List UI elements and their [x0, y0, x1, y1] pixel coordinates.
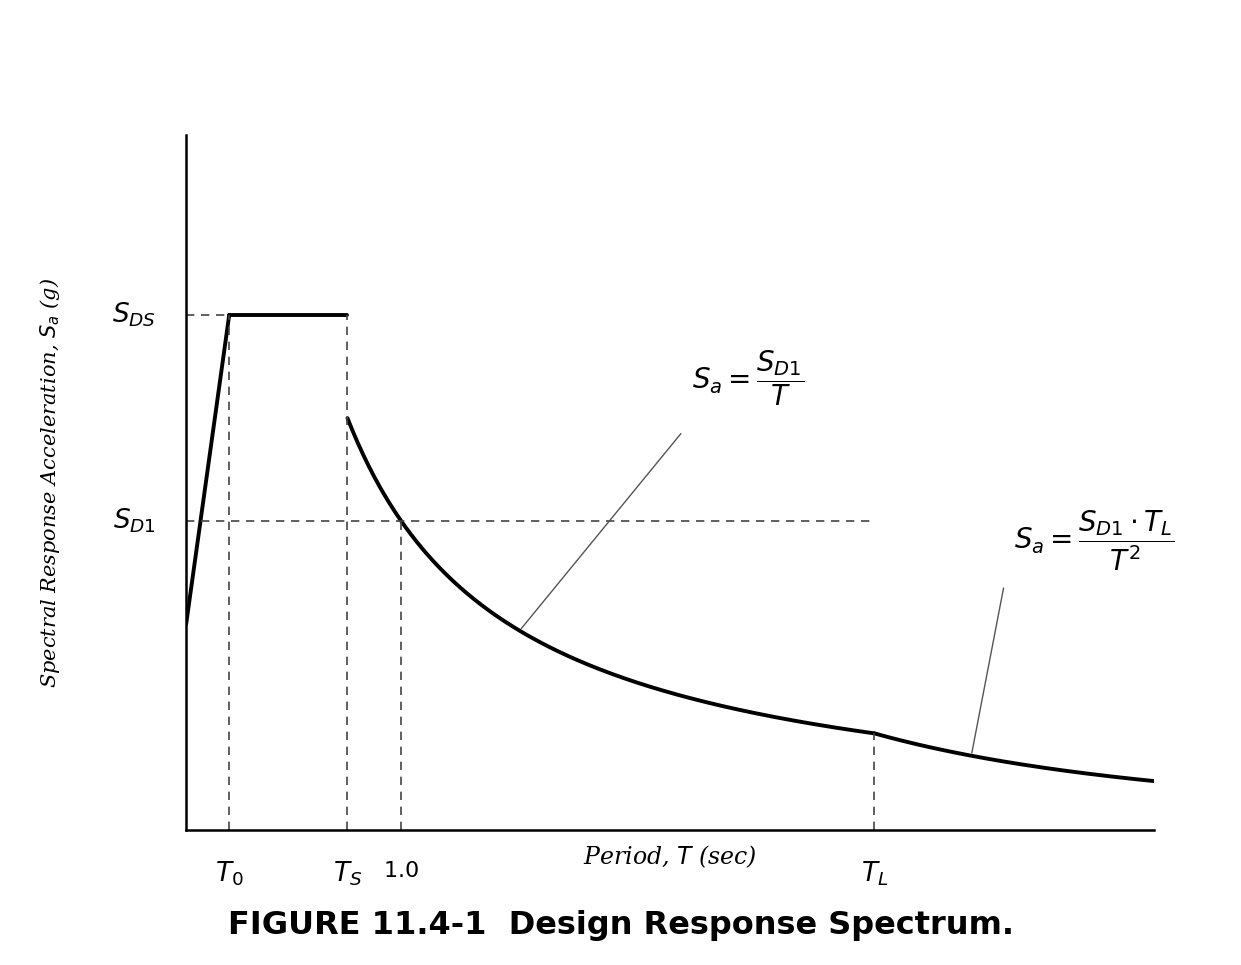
Text: $S_{DS}$: $S_{DS}$ — [112, 301, 156, 329]
Text: $T_L$: $T_L$ — [861, 860, 889, 888]
Text: FIGURE 11.4-1  Design Response Spectrum.: FIGURE 11.4-1 Design Response Spectrum. — [227, 910, 1014, 941]
Text: $S_{D1}$: $S_{D1}$ — [113, 507, 156, 536]
Text: $T_0$: $T_0$ — [215, 860, 243, 888]
Text: $1.0$: $1.0$ — [383, 860, 419, 882]
Text: $T_S$: $T_S$ — [333, 860, 362, 888]
Text: $S_a = \dfrac{S_{D1}}{T}$: $S_a = \dfrac{S_{D1}}{T}$ — [691, 348, 804, 408]
X-axis label: Period, $T$ (sec): Period, $T$ (sec) — [583, 843, 757, 870]
Text: Spectral Response Acceleration, $S_a$ (g): Spectral Response Acceleration, $S_a$ (g… — [37, 277, 62, 688]
Text: $S_a = \dfrac{S_{D1} \cdot T_L}{T^2}$: $S_a = \dfrac{S_{D1} \cdot T_L}{T^2}$ — [1014, 509, 1175, 572]
